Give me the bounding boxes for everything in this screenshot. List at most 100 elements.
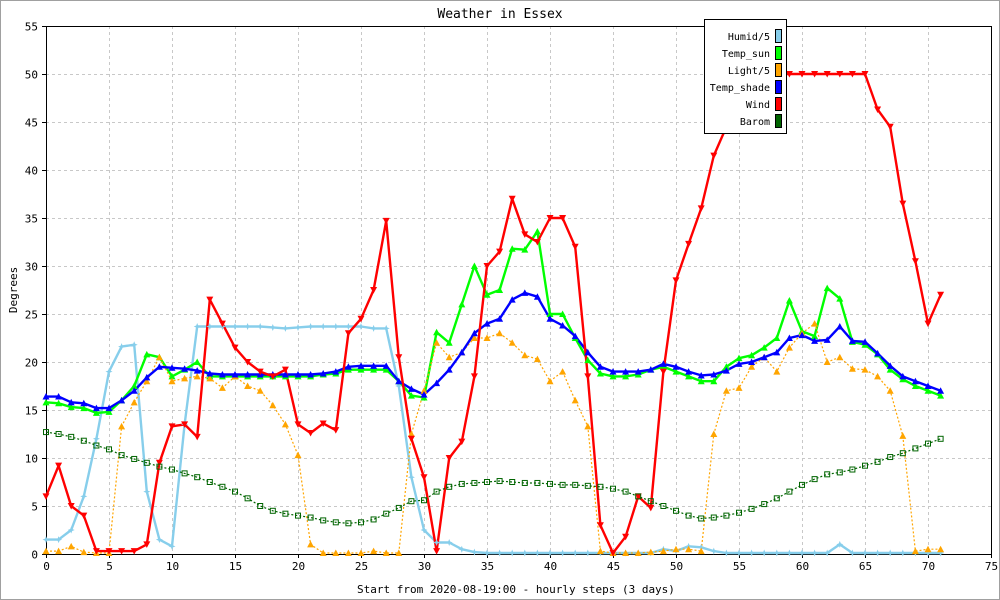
series-wind-point <box>584 373 592 380</box>
series-light-5-point <box>395 549 403 557</box>
series-barom-point <box>43 429 49 436</box>
x-tick-label: 20 <box>292 560 305 573</box>
y-axis-label: Degrees <box>7 267 20 313</box>
series-temp-sun-point <box>533 227 541 235</box>
series-humid-5-point <box>407 473 415 481</box>
series-temp-sun-point <box>42 398 50 406</box>
series-light-5-point <box>748 363 756 370</box>
series-temp-shade-point <box>886 362 894 369</box>
series-temp-shade-point <box>785 334 793 341</box>
series-humid-5-point <box>269 323 277 331</box>
series-barom-point <box>811 476 818 483</box>
series-temp-shade-point <box>609 368 617 375</box>
series-humid-5-point <box>344 322 352 330</box>
series-humid-5-point <box>899 549 907 557</box>
series-light-5-point <box>218 384 226 391</box>
series-barom-markers <box>43 429 944 527</box>
series-light-5-point <box>42 547 50 555</box>
series-wind-point <box>307 430 315 437</box>
series-humid-5-point <box>483 549 491 557</box>
series-temp-shade-point <box>193 367 201 374</box>
series-light-5-point <box>722 387 730 394</box>
series-light-5-point <box>420 387 428 394</box>
series-temp-sun-point <box>445 339 453 346</box>
legend-box <box>704 19 787 134</box>
series-humid-5-point <box>445 538 453 546</box>
series-wind-point <box>370 287 378 294</box>
series-wind-point <box>193 433 201 441</box>
series-wind-point <box>281 366 289 374</box>
series-barom-point <box>547 480 553 487</box>
series-temp-shade-point <box>823 336 831 343</box>
series-temp-shade-point <box>319 370 327 377</box>
series-light-5-point <box>496 329 504 337</box>
series-temp-sun-point <box>697 377 705 385</box>
x-axis-label: Start from 2020-08-19:00 - hourly steps … <box>357 583 675 596</box>
x-tick-label: 45 <box>607 560 620 573</box>
series-light-5-point <box>382 549 390 557</box>
series-light-5-point <box>193 372 201 380</box>
series-barom-point <box>912 445 919 452</box>
series-temp-shade-point <box>836 322 844 330</box>
series-wind-point <box>395 354 403 361</box>
series-temp-shade-point <box>634 368 642 375</box>
series-barom-point <box>219 483 226 490</box>
series-temp-shade-point <box>596 363 604 370</box>
series-light-5-point <box>256 387 264 394</box>
series-humid-5-point <box>92 435 100 443</box>
series-humid-5-point <box>357 322 365 330</box>
series-humid-5-point <box>231 322 239 330</box>
series-temp-shade-point <box>496 315 504 322</box>
series-barom-point <box>496 478 503 485</box>
series-wind-point <box>533 239 541 246</box>
series-temp-sun-point <box>67 403 75 411</box>
legend-swatch <box>775 97 782 111</box>
series-barom-point <box>244 495 251 502</box>
axis-ticks: 0 5 10 15 20 25 30 35 40 45 50 55 60 65 70 75 0 5 10 15 20 25… <box>25 21 998 574</box>
y-tick-label: 55 <box>25 21 38 34</box>
series-wind-point <box>92 548 100 555</box>
series-barom-point <box>748 505 755 512</box>
x-tick-label: 35 <box>481 560 494 573</box>
series-humid-5-point <box>546 549 554 557</box>
series-barom-point <box>698 515 705 522</box>
series-light-5-point <box>710 430 718 437</box>
series-humid-5-point <box>937 549 945 557</box>
series-temp-shade-point <box>672 363 680 370</box>
series-temp-sun-point <box>722 363 730 370</box>
series-barom-point <box>332 519 339 526</box>
series-temp-sun-point <box>710 377 718 385</box>
series-humid-5-point <box>886 549 894 557</box>
series-temp-shade-point <box>244 370 252 378</box>
series-wind-point <box>155 459 163 467</box>
series-barom-point <box>156 463 163 470</box>
series-temp-shade-point <box>130 387 138 394</box>
series-barom-point <box>169 466 175 473</box>
series-barom-point <box>383 510 390 517</box>
series-humid-5-point <box>496 549 504 557</box>
series-barom-point <box>862 462 868 469</box>
series-humid-5-point <box>458 545 466 553</box>
series-humid-5-point <box>874 549 882 557</box>
legend-swatch <box>775 80 782 94</box>
series-wind-point <box>445 455 453 462</box>
series-barom-point <box>635 493 642 500</box>
series-light-5-point <box>281 420 289 428</box>
series-light-5-point <box>735 384 743 391</box>
y-tick-label: 40 <box>25 165 38 178</box>
y-tick-label: 35 <box>25 213 38 226</box>
series-temp-shade-point <box>546 315 554 322</box>
series-light-5-point <box>823 358 831 365</box>
series-light-5-point <box>634 549 642 557</box>
series-markers <box>42 71 945 557</box>
x-tick-label: 5 <box>106 560 113 573</box>
x-tick-label: 55 <box>733 560 746 573</box>
series-temp-shade-point <box>332 368 340 375</box>
series-light-5-markers <box>42 320 945 557</box>
series-light-5-point <box>307 540 315 548</box>
series-humid-5-point <box>823 549 831 557</box>
series-temp-shade-point <box>811 337 819 344</box>
series-humid-5-point <box>798 549 806 557</box>
series-humid-5-point <box>118 343 126 351</box>
series-barom-point <box>509 479 516 485</box>
